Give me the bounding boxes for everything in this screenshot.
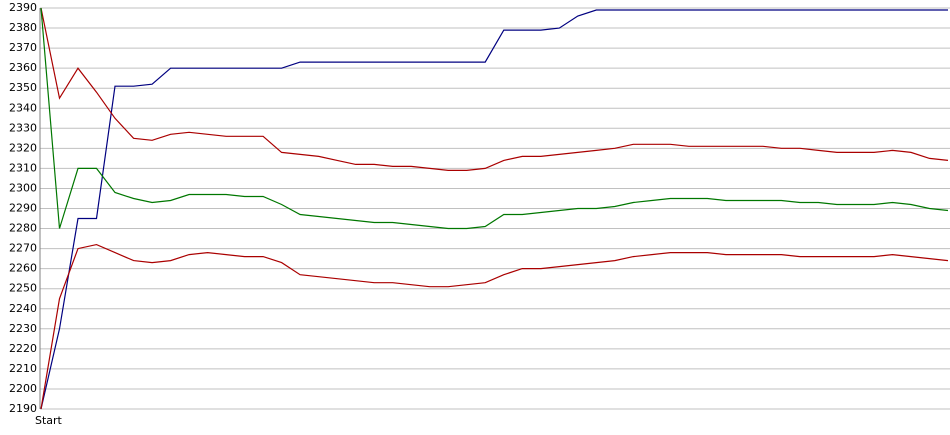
y-tick-label: 2270 bbox=[9, 242, 37, 255]
y-tick-label: 2260 bbox=[9, 262, 37, 275]
y-tick-label: 2380 bbox=[9, 21, 37, 34]
y-tick-label: 2200 bbox=[9, 382, 37, 395]
y-tick-label: 2390 bbox=[9, 1, 37, 14]
y-tick-label: 2220 bbox=[9, 342, 37, 355]
y-tick-label: 2310 bbox=[9, 161, 37, 174]
y-tick-label: 2240 bbox=[9, 302, 37, 315]
y-tick-label: 2340 bbox=[9, 101, 37, 114]
y-tick-label: 2320 bbox=[9, 141, 37, 154]
y-tick-label: 2350 bbox=[9, 81, 37, 94]
y-tick-label: 2300 bbox=[9, 181, 37, 194]
series-line bbox=[40, 7, 949, 230]
series-line bbox=[40, 9, 948, 410]
y-tick-label: 2250 bbox=[9, 282, 37, 295]
y-tick-label: 2210 bbox=[9, 362, 37, 375]
y-tick-label: 2190 bbox=[9, 402, 37, 415]
series-line bbox=[40, 7, 949, 171]
y-tick-label: 2360 bbox=[9, 61, 37, 74]
y-tick-label: 2230 bbox=[9, 322, 37, 335]
x-tick-label: Start bbox=[35, 414, 63, 427]
y-tick-label: 2290 bbox=[9, 202, 37, 215]
y-tick-label: 2370 bbox=[9, 41, 37, 54]
series-line bbox=[40, 243, 949, 410]
y-tick-label: 2330 bbox=[9, 121, 37, 134]
y-tick-label: 2280 bbox=[9, 222, 37, 235]
